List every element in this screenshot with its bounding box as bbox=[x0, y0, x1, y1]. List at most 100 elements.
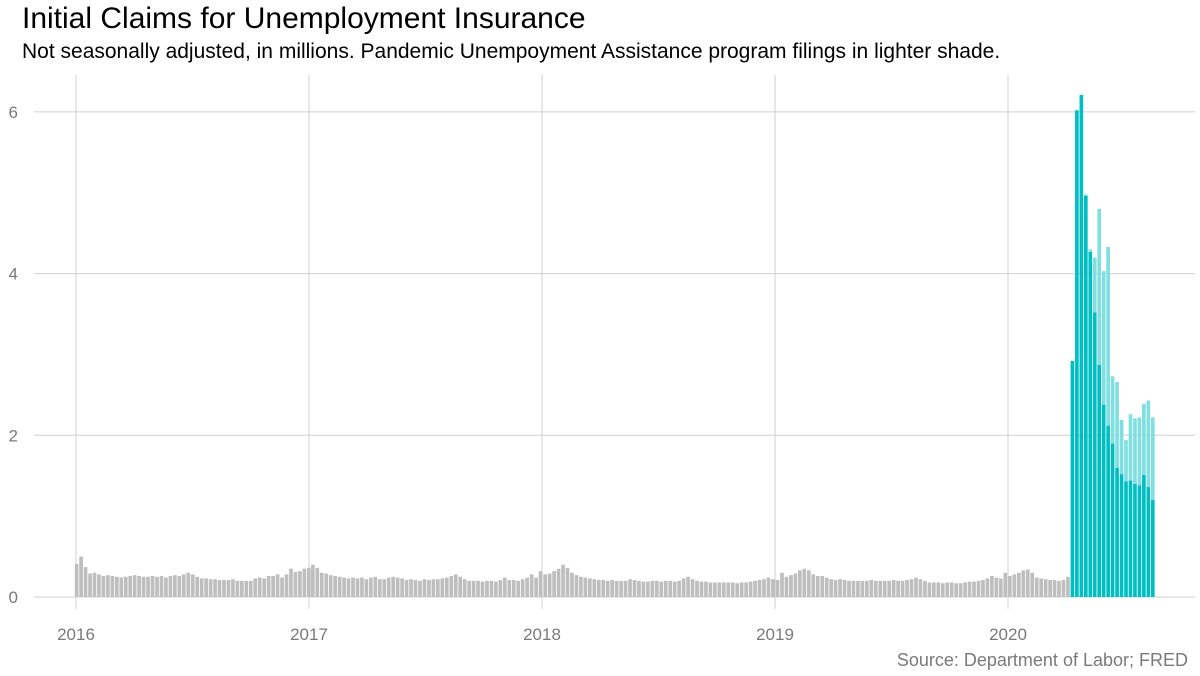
bar-regular bbox=[494, 581, 498, 597]
bar-regular bbox=[208, 579, 213, 597]
bar-regular bbox=[395, 577, 400, 597]
bar-regular bbox=[596, 580, 601, 597]
bar-regular bbox=[1012, 574, 1017, 597]
bar-regular bbox=[1079, 94, 1084, 598]
y-tick-label: 6 bbox=[9, 103, 18, 122]
bar-regular bbox=[659, 581, 664, 597]
bar-regular bbox=[1128, 480, 1133, 597]
bar-regular bbox=[400, 578, 404, 597]
bar-pua bbox=[1133, 418, 1137, 484]
bar-regular bbox=[386, 577, 391, 597]
x-tick-label: 2017 bbox=[290, 625, 328, 644]
bar-regular bbox=[735, 583, 740, 597]
bar-regular bbox=[998, 578, 1003, 597]
bar-regular bbox=[369, 577, 373, 597]
bar-regular bbox=[985, 578, 990, 597]
bar-regular bbox=[690, 579, 695, 597]
bar-regular bbox=[248, 580, 253, 597]
bar-regular bbox=[458, 576, 463, 597]
bar-regular bbox=[1003, 572, 1008, 597]
bar-pua bbox=[1097, 208, 1102, 365]
bar-pua bbox=[1150, 417, 1155, 500]
bar-regular bbox=[534, 577, 538, 597]
bar-regular bbox=[896, 580, 900, 597]
bar-regular bbox=[1017, 572, 1021, 597]
bar-regular bbox=[637, 580, 641, 597]
bar-regular bbox=[293, 571, 298, 597]
bar-regular bbox=[954, 583, 958, 597]
bar-regular bbox=[1057, 580, 1061, 597]
bar-regular bbox=[262, 578, 267, 597]
bar-regular bbox=[275, 574, 280, 597]
bar-regular bbox=[364, 579, 369, 597]
bar-regular bbox=[668, 580, 673, 597]
bar-regular bbox=[324, 573, 329, 597]
x-tick-label: 2016 bbox=[57, 625, 95, 644]
bar-pua bbox=[1110, 376, 1115, 444]
bar-regular bbox=[646, 581, 650, 597]
bar-regular bbox=[1106, 425, 1110, 597]
bar-regular bbox=[583, 577, 588, 597]
bar-regular bbox=[842, 580, 847, 597]
bar-pua bbox=[1101, 271, 1106, 405]
bar-regular bbox=[614, 580, 619, 597]
bar-regular bbox=[686, 576, 690, 597]
bar-regular bbox=[1052, 580, 1057, 597]
bar-regular bbox=[110, 575, 115, 597]
bar-regular bbox=[766, 577, 771, 597]
bar-regular bbox=[628, 579, 632, 597]
bar-regular bbox=[972, 581, 976, 597]
bar-regular bbox=[789, 575, 793, 597]
bar-regular bbox=[503, 577, 507, 597]
bar-regular bbox=[351, 577, 355, 597]
bar-regular bbox=[891, 580, 896, 597]
bar-regular bbox=[1043, 579, 1048, 597]
bar-regular bbox=[748, 581, 753, 597]
bar-regular bbox=[235, 580, 240, 597]
chart-subtitle: Not seasonally adjusted, in millions. Pa… bbox=[22, 40, 1001, 63]
bar-regular bbox=[713, 582, 717, 597]
bar-regular bbox=[650, 580, 655, 597]
bar-regular bbox=[489, 580, 494, 597]
bar-regular bbox=[520, 579, 525, 597]
bar-regular bbox=[177, 575, 182, 597]
bar-regular bbox=[543, 574, 548, 597]
bar-regular bbox=[1124, 481, 1128, 597]
bar-regular bbox=[632, 580, 637, 597]
bar-regular bbox=[672, 581, 677, 597]
bar-regular bbox=[771, 579, 775, 597]
chart-title: Initial Claims for Unemployment Insuranc… bbox=[22, 2, 586, 35]
bar-regular bbox=[440, 578, 445, 597]
bar-regular bbox=[226, 580, 231, 597]
bar-regular bbox=[280, 577, 284, 597]
bar-regular bbox=[556, 568, 561, 597]
bar-pua bbox=[1092, 257, 1097, 313]
bar-regular bbox=[1008, 575, 1012, 597]
bar-pua bbox=[1084, 194, 1088, 196]
bar-regular bbox=[605, 580, 610, 597]
bar-regular bbox=[588, 578, 592, 597]
bar-regular bbox=[377, 579, 382, 597]
bar-regular bbox=[1146, 487, 1151, 597]
bar-regular bbox=[681, 578, 686, 597]
bar-regular bbox=[1030, 572, 1035, 597]
bar-regular bbox=[164, 577, 168, 597]
bar-regular bbox=[775, 580, 780, 597]
bar-regular bbox=[244, 580, 249, 597]
bar-regular bbox=[882, 580, 887, 597]
bar-regular bbox=[641, 581, 646, 597]
bar-regular bbox=[601, 580, 606, 597]
bar-regular bbox=[949, 582, 954, 597]
y-tick-label: 4 bbox=[9, 265, 18, 284]
bar-regular bbox=[838, 579, 842, 597]
bar-regular bbox=[784, 576, 789, 597]
bar-regular bbox=[1088, 251, 1093, 597]
bar-regular bbox=[409, 579, 413, 597]
bar-regular bbox=[1092, 312, 1097, 597]
bar-regular bbox=[253, 578, 258, 597]
bar-regular bbox=[547, 573, 552, 597]
bar-regular bbox=[302, 568, 307, 597]
bar-regular bbox=[887, 580, 892, 597]
bar-regular bbox=[802, 568, 807, 597]
bar-regular bbox=[137, 575, 141, 597]
